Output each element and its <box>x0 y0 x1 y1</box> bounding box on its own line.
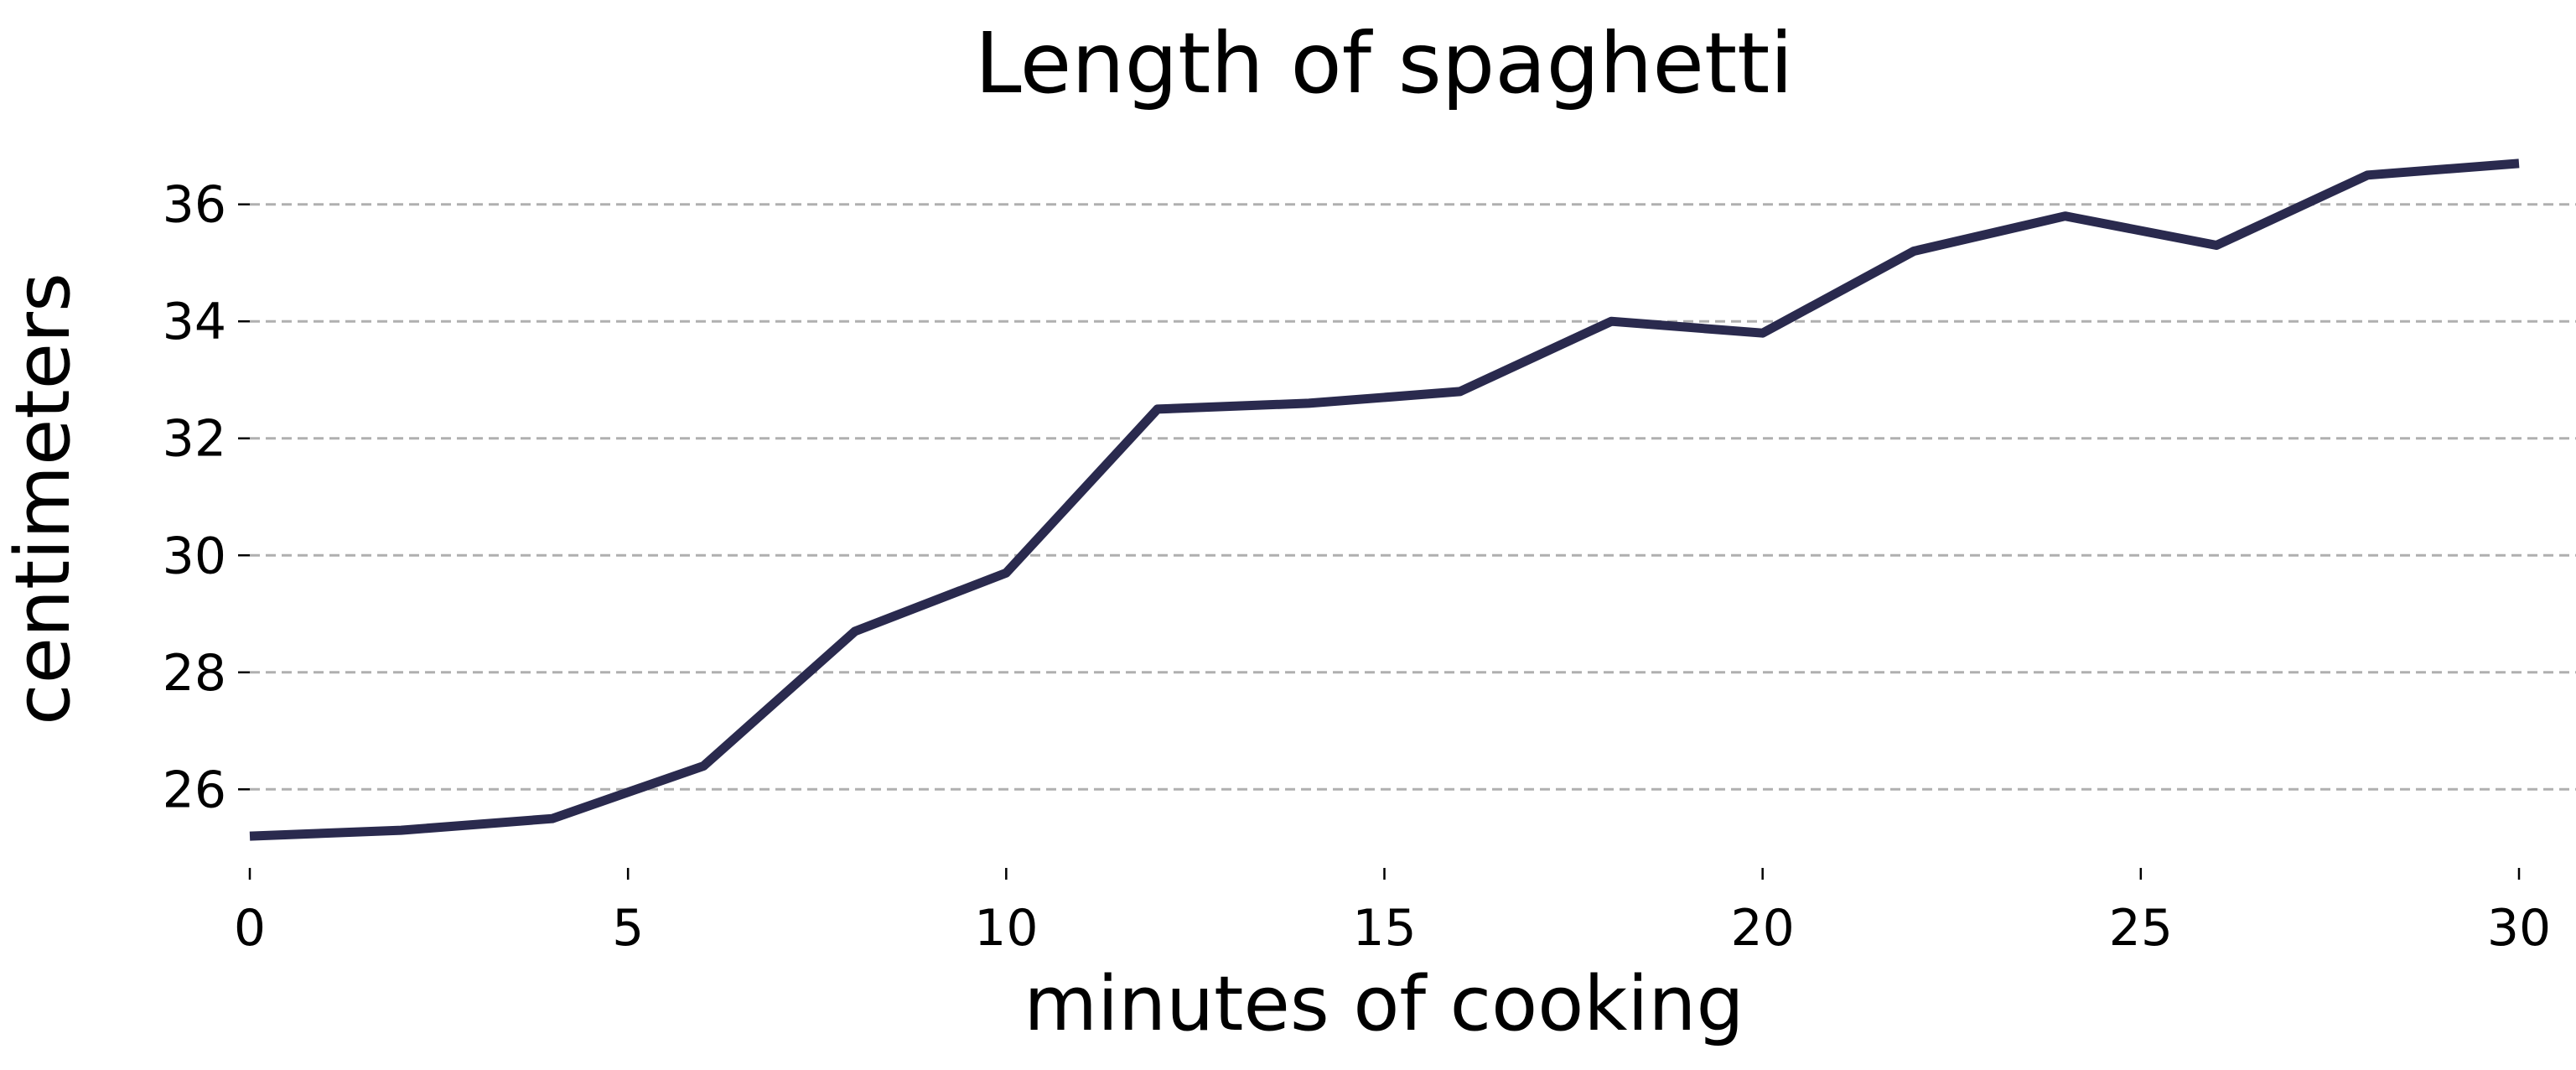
data-point-0-15 <box>2519 163 2520 164</box>
x-tick-label-6: 30 <box>2487 899 2551 958</box>
data-point-0-8 <box>1459 391 1460 392</box>
data-point-0-6 <box>1157 408 1158 409</box>
data-point-0-14 <box>2367 174 2368 175</box>
y-tick-label-0: 26 <box>163 761 226 819</box>
data-point-0-0 <box>250 836 251 837</box>
y-tick-label-4: 34 <box>163 293 226 351</box>
series-lines <box>249 158 2520 841</box>
gridlines <box>250 203 2576 791</box>
data-point-0-13 <box>2216 245 2217 246</box>
x-axis-label: minutes of cooking <box>1024 960 1744 1048</box>
y-axis-ticks: 26 28 30 32 34 36 <box>163 176 250 819</box>
x-tick-label-2: 10 <box>974 899 1038 958</box>
y-axis-label: centimeters <box>0 273 87 725</box>
data-point-0-10 <box>1762 333 1763 334</box>
data-point-0-5 <box>1006 573 1007 574</box>
y-tick-label-3: 32 <box>163 410 226 469</box>
x-tick-label-1: 5 <box>612 899 644 958</box>
x-tick-label-5: 25 <box>2109 899 2173 958</box>
y-tick-label-2: 30 <box>163 527 226 585</box>
series-line-0 <box>249 158 2520 841</box>
y-tick-label-1: 28 <box>163 644 226 703</box>
y-tick-label-5: 36 <box>163 176 226 235</box>
data-point-0-9 <box>1611 321 1612 322</box>
x-tick-label-0: 0 <box>234 899 266 958</box>
data-point-0-11 <box>1914 251 1915 252</box>
chart-title: Length of spaghetti <box>975 14 1793 112</box>
x-tick-label-4: 20 <box>1730 899 1794 958</box>
x-axis-ticks: 0 5 10 15 20 25 30 <box>234 868 2551 958</box>
x-tick-label-3: 15 <box>1352 899 1416 958</box>
data-point-0-1 <box>401 830 402 831</box>
